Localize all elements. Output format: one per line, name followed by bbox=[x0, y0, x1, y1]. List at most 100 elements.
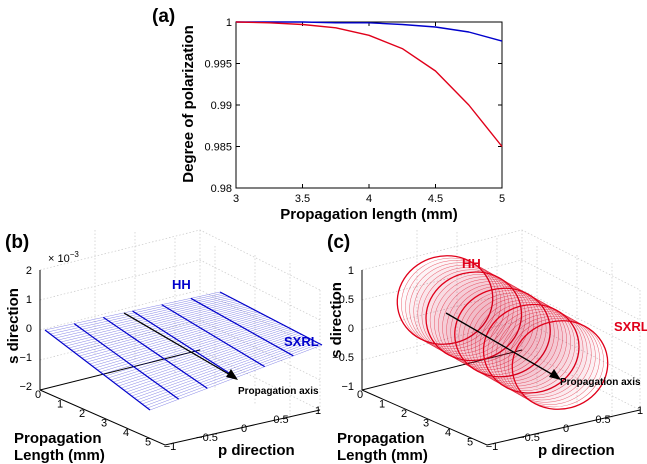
vertical-tick-label: −1 bbox=[19, 352, 32, 364]
ring bbox=[470, 297, 567, 387]
ring bbox=[479, 301, 576, 391]
ring bbox=[475, 299, 572, 389]
ring bbox=[409, 262, 506, 352]
length-tick-label: 5 bbox=[145, 437, 151, 449]
ring bbox=[442, 281, 539, 371]
mesh-ridge bbox=[219, 291, 323, 346]
panel-c-p-axis-label: p direction bbox=[538, 442, 615, 459]
panel-c-length-label-line2: Length (mm) bbox=[337, 447, 428, 464]
p-tick-label: −0.5 bbox=[518, 432, 540, 444]
panel-a-plot-area bbox=[235, 21, 503, 189]
panel-b-length-label-line2: Length (mm) bbox=[14, 447, 105, 464]
ring bbox=[450, 285, 547, 375]
x-tick-label: 4 bbox=[366, 193, 372, 205]
panel-c-mesh bbox=[396, 255, 609, 410]
panel-b-exponent: × 10−3 bbox=[48, 250, 79, 265]
vertical-tick-label: −0.5 bbox=[332, 352, 354, 364]
length-tick-label: 1 bbox=[57, 399, 63, 411]
mesh-ridge bbox=[161, 304, 265, 368]
ring bbox=[429, 274, 526, 364]
length-tick-label: 0 bbox=[35, 389, 41, 401]
y-tick-label: 0.98 bbox=[211, 183, 232, 195]
ring bbox=[438, 278, 535, 368]
length-tick-label: 1 bbox=[379, 399, 385, 411]
panel-a-label: (a) bbox=[152, 6, 175, 27]
panel-a-y-ticks: 0.98 0.985 0.99 0.995 1 bbox=[204, 17, 502, 195]
vertical-tick-label: 0 bbox=[348, 323, 354, 335]
p-tick-label: −1 bbox=[486, 441, 499, 453]
ring bbox=[495, 311, 592, 401]
panel-b-label: (b) bbox=[5, 232, 29, 253]
length-tick-label: 5 bbox=[467, 437, 473, 449]
panel-b-annotation-sxrl: SXRL bbox=[284, 334, 319, 349]
panel-b-length-label-line1: Propagation bbox=[14, 430, 102, 447]
series-line-0 bbox=[236, 21, 503, 42]
p-tick-label: 0 bbox=[241, 423, 247, 435]
length-tick-label: 0 bbox=[357, 389, 363, 401]
vertical-tick-label: −2 bbox=[19, 381, 32, 393]
panel-b-arrowhead bbox=[226, 369, 238, 380]
panel-c-annotation-hh: HH bbox=[462, 256, 481, 271]
panel-c-axis-frame bbox=[361, 270, 641, 446]
panel-b-axis-frame bbox=[39, 270, 321, 446]
p-tick-label: −1 bbox=[164, 441, 177, 453]
panel-c-label: (c) bbox=[327, 232, 350, 253]
panel-a-series bbox=[235, 21, 503, 147]
panel-c-s-axis-label: s direction bbox=[328, 282, 345, 358]
p-tick-label: 0.5 bbox=[595, 414, 610, 426]
p-tick-label: 1 bbox=[315, 405, 321, 417]
panel-c-propagation-arrow bbox=[445, 312, 556, 377]
panel-a-x-axis-label: Propagation length (mm) bbox=[280, 206, 458, 223]
vertical-tick-label: 2 bbox=[26, 265, 32, 277]
ring bbox=[499, 313, 596, 403]
length-tick-label: 3 bbox=[101, 418, 107, 430]
length-tick-label: 2 bbox=[79, 408, 85, 420]
panel-b-s-axis-label: s direction bbox=[5, 288, 22, 364]
x-tick-label: 4.5 bbox=[428, 193, 443, 205]
mesh-ridge bbox=[102, 316, 208, 389]
length-tick-label: 4 bbox=[123, 427, 129, 439]
ring-major bbox=[482, 303, 580, 394]
mesh-ridge bbox=[44, 329, 151, 411]
vertical-tick-label: 1 bbox=[26, 294, 32, 306]
p-tick-label: 0 bbox=[563, 423, 569, 435]
length-tick-label: 2 bbox=[401, 408, 407, 420]
panel-b-annotation-hh: HH bbox=[172, 277, 191, 292]
ring bbox=[417, 267, 514, 357]
ring bbox=[433, 276, 530, 366]
panel-c-length-label-line1: Propagation bbox=[337, 430, 425, 447]
y-tick-label: 0.99 bbox=[211, 100, 232, 112]
panel-b-p-axis-label: p direction bbox=[218, 442, 295, 459]
vertical-tick-label: 1 bbox=[348, 265, 354, 277]
panel-c-arrowhead bbox=[549, 369, 561, 380]
ring-major bbox=[425, 271, 523, 362]
p-tick-label: −0.5 bbox=[196, 432, 218, 444]
mesh-ridge bbox=[132, 310, 237, 379]
ring bbox=[491, 308, 588, 398]
y-tick-label: 0.995 bbox=[204, 59, 232, 71]
panel-b-mesh bbox=[44, 291, 323, 411]
x-tick-label: 3.5 bbox=[295, 193, 310, 205]
panel-a-y-axis-label: Degree of polarization bbox=[180, 25, 197, 183]
vertical-tick-label: 0.5 bbox=[339, 294, 354, 306]
ring bbox=[503, 315, 600, 405]
mesh-ridge bbox=[73, 323, 180, 400]
ring bbox=[401, 257, 498, 347]
ring bbox=[507, 318, 604, 408]
ring bbox=[487, 306, 584, 396]
panel-a: (a) 3 3.5 4 4.5 5 0.98 0.985 0.99 0.995 1 Propag… bbox=[152, 6, 505, 223]
y-tick-label: 1 bbox=[226, 17, 232, 29]
vertical-tick-label: −1 bbox=[341, 381, 354, 393]
ring bbox=[446, 283, 543, 373]
panel-c-annotation-axis: Propagation axis bbox=[560, 377, 641, 388]
p-tick-label: 0.5 bbox=[273, 414, 288, 426]
panel-b-propagation-arrow bbox=[123, 312, 233, 377]
panel-b-annotation-axis: Propagation axis bbox=[238, 386, 319, 397]
ring bbox=[405, 260, 502, 350]
p-tick-label: 1 bbox=[637, 405, 643, 417]
ring bbox=[458, 290, 555, 380]
vertical-tick-label: 0 bbox=[26, 323, 32, 335]
x-tick-label: 3 bbox=[233, 193, 239, 205]
